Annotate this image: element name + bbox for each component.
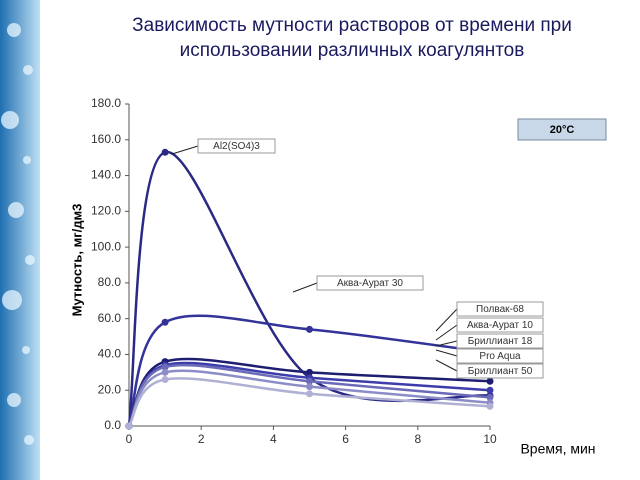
x-axis-label: Время, мин [520,441,595,457]
x-tick-label: 10 [483,432,497,446]
x-tick-label: 6 [342,432,349,446]
point [306,325,313,333]
callout-box [456,363,544,379]
title-line: использовании различных коагулянтов [180,40,525,61]
legend-label: Бриллиант 18 [468,336,533,347]
legend-label: Полвак-68 [476,304,524,315]
x-tick-label: 4 [270,432,277,446]
legend-label: Бриллиант 50 [468,366,533,377]
point [306,368,313,376]
y-axis-label: Мутность, мг/дм3 [69,204,84,317]
legend-label: Pro Aqua [479,351,521,362]
y-tick-label: 20.0 [98,382,122,396]
point [161,148,169,156]
point [486,402,494,410]
legend-label: Аква-Аурат 30 [337,278,403,289]
point [486,386,494,394]
title-line: Зависимость мутности растворов от времен… [132,15,572,36]
point [306,390,313,398]
series-line [127,369,491,427]
x-tick-label: 0 [126,432,133,446]
series-line [127,314,491,427]
y-tick-label: 100.0 [91,239,121,253]
callout-box [456,301,544,317]
water-strip [0,0,40,480]
y-tick-label: 140.0 [91,168,121,182]
point [161,318,169,326]
annotation: 20°C [550,124,575,136]
series-line [127,377,491,427]
y-tick-label: 80.0 [98,275,122,289]
point [306,383,313,391]
callout-box [456,317,544,333]
callout-box [456,348,544,364]
legend-label: Al2(SO4)3 [213,141,260,152]
x-tick-label: 8 [414,432,421,446]
point [486,393,494,401]
callout-box [456,333,544,349]
point [161,368,169,376]
callout-arrow [171,145,199,155]
y-tick-label: 180.0 [91,96,121,110]
point [125,422,133,430]
annotation-box [517,118,607,141]
callout-arrow [435,349,458,357]
y-tick-label: 120.0 [91,204,121,218]
callout-arrow [435,340,458,347]
callout-arrow [435,308,458,332]
point [161,375,169,383]
x-tick-label: 2 [198,432,205,446]
callout-box [316,275,424,291]
droplets [1,23,35,445]
y-tick-label: 0.0 [104,418,121,432]
y-tick-label: 160.0 [91,132,121,146]
callout-arrow [292,282,318,293]
point [161,363,169,371]
series-line [127,363,491,427]
legend-label: Аква-Аурат 10 [467,320,533,331]
y-tick-label: 40.0 [98,347,122,361]
point [306,377,313,385]
callout-box [197,138,276,154]
point [486,377,494,385]
callout-arrow [435,324,458,341]
callout-arrow [435,359,458,372]
y-tick-label: 60.0 [98,311,122,325]
